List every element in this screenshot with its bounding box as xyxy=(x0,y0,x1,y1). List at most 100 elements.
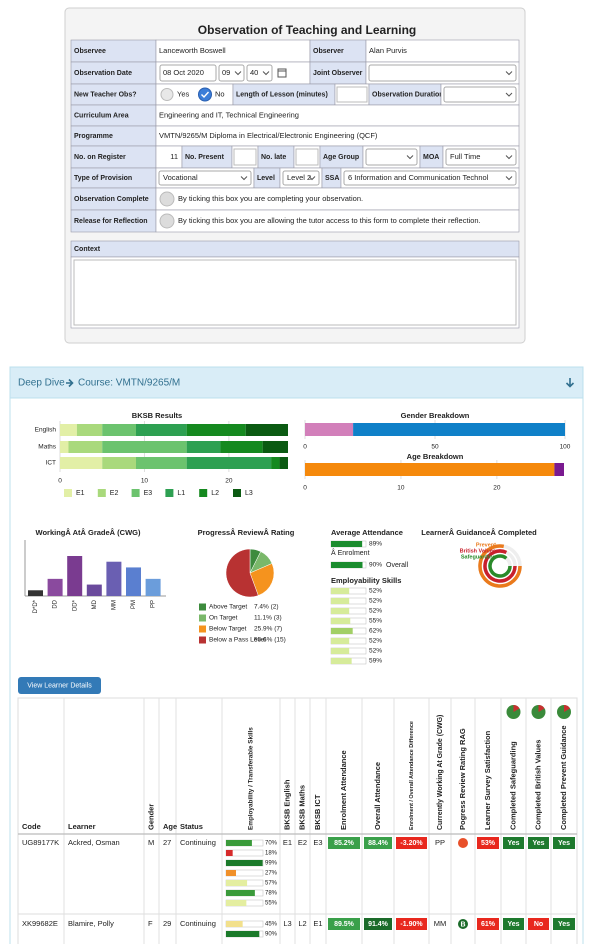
column-header: Completed Safeguarding xyxy=(508,741,517,830)
form-title: Observation of Teaching and Learning xyxy=(198,23,416,37)
badge-label: Yes xyxy=(532,840,544,847)
context-textarea[interactable] xyxy=(73,259,517,326)
text-input[interactable] xyxy=(336,86,368,103)
meter-label: 52% xyxy=(369,598,382,605)
column-header: Employability / Transferable Skills xyxy=(248,727,255,830)
select-input[interactable] xyxy=(368,64,517,82)
meter-bar xyxy=(331,638,350,644)
legend-swatch xyxy=(199,603,206,611)
badge-label: 88.4% xyxy=(368,840,389,847)
select-input[interactable] xyxy=(158,170,252,186)
rag-indicator xyxy=(457,918,469,930)
deep-dive-header[interactable] xyxy=(9,366,584,399)
context-label: Context xyxy=(74,246,101,253)
x-tick-label: PP xyxy=(151,600,157,608)
x-tick-label: PM xyxy=(131,600,137,609)
badge-label: Yes xyxy=(558,921,570,928)
legend-value: 55.6% (15) xyxy=(254,637,286,644)
legend-swatch xyxy=(199,489,208,497)
hour-select[interactable] xyxy=(218,64,245,82)
x-tick-label: 20 xyxy=(225,478,233,485)
chevron-icon xyxy=(234,71,242,76)
field-label: Observation Complete xyxy=(74,196,149,203)
field-label: Level xyxy=(257,175,275,182)
bar-segment xyxy=(68,441,103,453)
text-input[interactable] xyxy=(295,148,319,166)
rag-indicator xyxy=(457,837,469,849)
meter-label: 59% xyxy=(369,658,382,665)
radio-label: No xyxy=(215,89,225,98)
legend-swatch xyxy=(233,489,241,497)
radio-label: Yes xyxy=(177,89,189,98)
column-header: Pogress Review Rating RAG xyxy=(458,728,467,830)
cell-text: 29 xyxy=(163,919,171,928)
collapse-icon[interactable] xyxy=(565,378,575,388)
bar-segment xyxy=(305,463,555,476)
bar xyxy=(28,590,43,596)
bar-segment xyxy=(186,457,272,469)
field-label: Observer xyxy=(313,48,344,55)
cell-text: Continuing xyxy=(180,838,216,847)
select-input[interactable] xyxy=(443,86,517,103)
cell-text: UG89177K xyxy=(22,838,59,847)
status-badge xyxy=(364,918,392,930)
field-label: Curriculum Area xyxy=(74,112,129,119)
cell-text: Continuing xyxy=(180,919,216,928)
tick-text: By ticking this box you are completing y… xyxy=(178,194,363,203)
select-value: 6 Information and Communication Technol xyxy=(348,173,489,182)
cell-text: M xyxy=(148,838,154,847)
legend-swatch xyxy=(199,625,206,633)
legend-swatch xyxy=(199,636,206,644)
cell-text: E1 xyxy=(313,919,322,928)
tick-box[interactable] xyxy=(159,213,175,229)
status-badge xyxy=(553,918,575,930)
column-header: Completed British Values xyxy=(533,740,542,830)
radio-no[interactable] xyxy=(198,87,212,102)
summary-pie-icon xyxy=(564,705,570,712)
bar-segment xyxy=(353,423,565,436)
skill-label: 57% xyxy=(265,881,278,887)
chart-title: ProgressÂ ReviewÂ Rating xyxy=(198,528,295,537)
view-learner-button[interactable] xyxy=(18,677,101,694)
chevron-icon xyxy=(308,176,316,181)
tick-box[interactable] xyxy=(159,191,175,207)
badge-label: 91.4% xyxy=(368,921,389,928)
skill-label: 45% xyxy=(265,922,278,928)
legend-swatch xyxy=(165,489,174,497)
bar-segment xyxy=(76,424,103,436)
x-tick-label: DD* xyxy=(72,599,78,611)
column-header: Enrolment / Overall Attendance Differenc… xyxy=(409,721,415,830)
column-header: Learner xyxy=(68,822,96,831)
column-header: Currently Working At Grade (CWG) xyxy=(437,715,444,830)
skill-bar xyxy=(226,870,236,876)
x-tick-label: MM xyxy=(111,600,117,610)
field-label: Observation Date xyxy=(74,70,132,77)
calendar-icon[interactable] xyxy=(277,68,287,78)
legend-label: Below a Pass Level xyxy=(209,637,266,644)
legend-value: 7.4% (2) xyxy=(254,604,279,611)
field-label: SSA xyxy=(325,175,339,182)
text-input[interactable] xyxy=(233,148,257,166)
badge-label: 61% xyxy=(481,921,496,928)
badge-label: No xyxy=(534,921,543,928)
select-input[interactable] xyxy=(365,148,418,166)
bar xyxy=(106,561,122,596)
field-label: Age Group xyxy=(323,154,359,161)
select-input[interactable] xyxy=(445,148,517,166)
minute-select[interactable] xyxy=(246,64,273,82)
x-tick-label: 10 xyxy=(397,485,405,492)
date-input[interactable] xyxy=(159,64,217,82)
select-value: Full Time xyxy=(450,152,480,161)
badge-label: Yes xyxy=(507,840,519,847)
pie-slice xyxy=(249,563,275,596)
chart-title: BKSB Results xyxy=(132,411,182,420)
select-input[interactable] xyxy=(282,170,320,186)
legend-label: E2 xyxy=(110,490,119,497)
bar-segment xyxy=(102,441,187,453)
select-input[interactable] xyxy=(343,170,517,186)
badge-label: Yes xyxy=(507,921,519,928)
bar-segment xyxy=(60,457,103,469)
meter-bar xyxy=(331,608,350,614)
bar-segment xyxy=(271,457,280,469)
radio-yes[interactable] xyxy=(160,88,174,101)
